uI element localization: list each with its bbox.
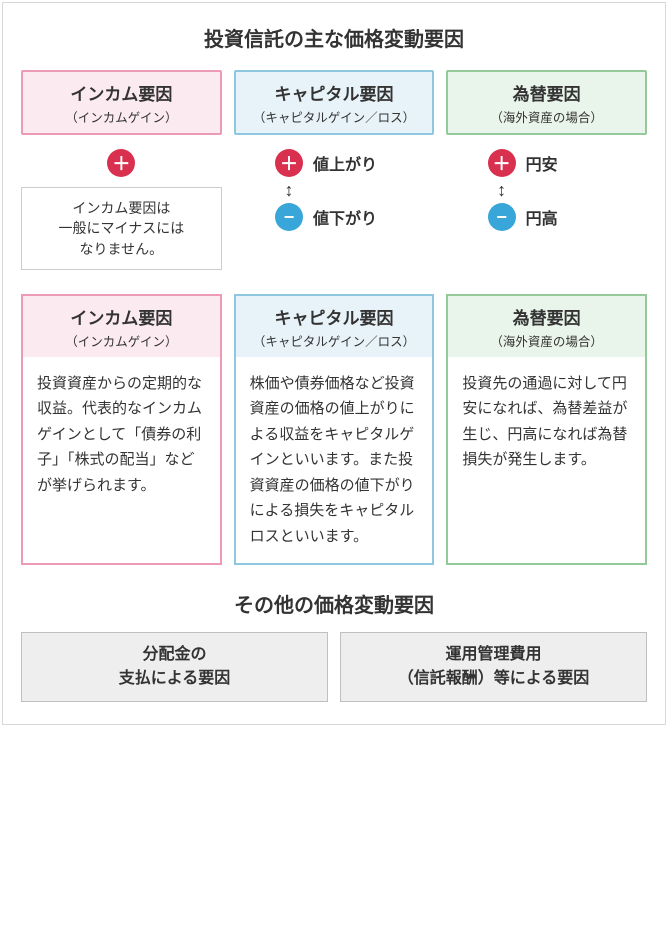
updown-arrow-row: ↕: [275, 181, 393, 199]
capital-desc-header: キャピタル要因 （キャピタルゲイン／ロス）: [234, 294, 435, 357]
income-factor-sub: （インカムゲイン）: [27, 107, 216, 126]
minus-icon: −: [275, 203, 303, 231]
income-desc-name: インカム要因: [27, 304, 216, 329]
fx-plus-minus: ＋ 円安 ↕ − 円高: [488, 149, 606, 231]
capital-factor-name: キャピタル要因: [240, 80, 429, 105]
fx-factor-header: 為替要因 （海外資産の場合）: [446, 70, 647, 135]
fx-factor-name: 為替要因: [452, 80, 641, 105]
top-factor-row: インカム要因 （インカムゲイン） ＋ インカム要因は 一般にマイナスには なりま…: [21, 70, 647, 270]
minus-icon: −: [488, 203, 516, 231]
income-desc-col: インカム要因 （インカムゲイン） 投資資産からの定期的な収益。代表的なインカムゲ…: [21, 294, 222, 566]
fx-plus-label: 円安: [526, 151, 606, 175]
other-factors-title: その他の価格変動要因: [21, 589, 647, 618]
capital-factor-sub: （キャピタルゲイン／ロス）: [240, 107, 429, 126]
main-title: 投資信託の主な価格変動要因: [21, 23, 647, 52]
income-column: インカム要因 （インカムゲイン） ＋ インカム要因は 一般にマイナスには なりま…: [21, 70, 222, 270]
income-plus-row: ＋: [107, 149, 135, 177]
plus-icon: ＋: [107, 149, 135, 177]
income-factor-header: インカム要因 （インカムゲイン）: [21, 70, 222, 135]
capital-plus-minus: ＋ 値上がり ↕ − 値下がり: [275, 149, 393, 231]
fx-desc-header: 為替要因 （海外資産の場合）: [446, 294, 647, 357]
fx-desc-name: 為替要因: [452, 304, 641, 329]
updown-icon: ↕: [488, 181, 516, 199]
fx-desc-col: 為替要因 （海外資産の場合） 投資先の通過に対して円安になれば、為替差益が生じ、…: [446, 294, 647, 566]
other-factor-distribution: 分配金の 支払による要因: [21, 632, 328, 702]
capital-factor-header: キャピタル要因 （キャピタルゲイン／ロス）: [234, 70, 435, 135]
plus-icon: ＋: [275, 149, 303, 177]
fx-plus-row: ＋ 円安: [488, 149, 606, 177]
capital-plus-row: ＋ 値上がり: [275, 149, 393, 177]
capital-minus-row: − 値下がり: [275, 203, 393, 231]
capital-desc-body: 株価や債券価格など投資資産の価格の値上がりによる収益をキャピタルゲインといいます…: [234, 357, 435, 566]
capital-desc-name: キャピタル要因: [240, 304, 429, 329]
fx-factor-sub: （海外資産の場合）: [452, 107, 641, 126]
capital-column: キャピタル要因 （キャピタルゲイン／ロス） ＋ 値上がり ↕ − 値下がり: [234, 70, 435, 270]
income-note-box: インカム要因は 一般にマイナスには なりません。: [21, 187, 222, 270]
capital-minus-label: 値下がり: [313, 205, 393, 229]
diagram-container: 投資信託の主な価格変動要因 インカム要因 （インカムゲイン） ＋ インカム要因は…: [2, 2, 666, 725]
fx-minus-row: − 円高: [488, 203, 606, 231]
fx-desc-sub: （海外資産の場合）: [452, 331, 641, 350]
fx-minus-label: 円高: [526, 205, 606, 229]
other-factors-row: 分配金の 支払による要因 運用管理費用 （信託報酬）等による要因: [21, 632, 647, 702]
income-desc-sub: （インカムゲイン）: [27, 331, 216, 350]
income-desc-header: インカム要因 （インカムゲイン）: [21, 294, 222, 357]
updown-arrow-row: ↕: [488, 181, 606, 199]
fx-column: 為替要因 （海外資産の場合） ＋ 円安 ↕ − 円高: [446, 70, 647, 270]
capital-desc-sub: （キャピタルゲイン／ロス）: [240, 331, 429, 350]
fx-desc-body: 投資先の通過に対して円安になれば、為替差益が生じ、円高になれば為替損失が発生しま…: [446, 357, 647, 566]
income-factor-name: インカム要因: [27, 80, 216, 105]
capital-desc-col: キャピタル要因 （キャピタルゲイン／ロス） 株価や債券価格など投資資産の価格の値…: [234, 294, 435, 566]
capital-plus-label: 値上がり: [313, 151, 393, 175]
plus-icon: ＋: [488, 149, 516, 177]
other-factor-management-fee: 運用管理費用 （信託報酬）等による要因: [340, 632, 647, 702]
updown-icon: ↕: [275, 181, 303, 199]
income-desc-body: 投資資産からの定期的な収益。代表的なインカムゲインとして「債券の利子」「株式の配…: [21, 357, 222, 566]
description-row: インカム要因 （インカムゲイン） 投資資産からの定期的な収益。代表的なインカムゲ…: [21, 294, 647, 566]
